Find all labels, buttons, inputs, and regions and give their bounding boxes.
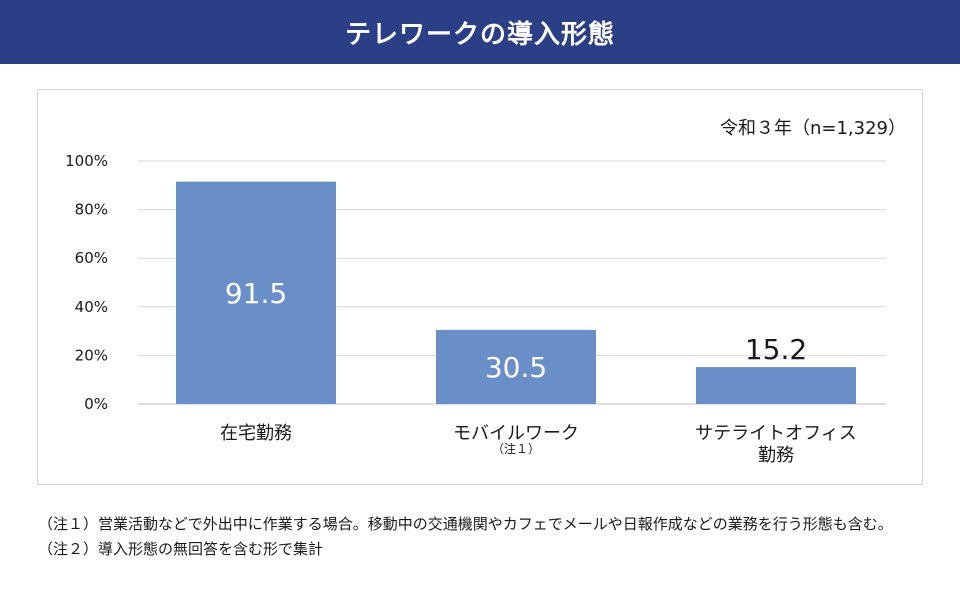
y-tick-label: 100%	[65, 152, 108, 170]
x-tick-label: 勤務	[758, 445, 794, 466]
x-tick-label: サテライトオフィス	[695, 423, 857, 444]
y-tick-label: 80%	[75, 201, 108, 219]
footnote-text: 営業活動などで外出中に作業する場合。移動中の交通機関やカフェでメールや日報作成な…	[98, 515, 893, 533]
footnote-text: 導入形態の無回答を含む形で集計	[98, 540, 324, 558]
y-tick-label: 0%	[84, 395, 108, 413]
footnote-tag: （注２）	[38, 540, 99, 558]
chart-panel: 0% 20% 40% 60% 80% 100% 91.5 在宅勤務 30.5 モバイルワーク （注１…	[37, 89, 923, 485]
footnote-1: （注１） 営業活動などで外出中に作業する場合。移動中の交通機関やカフェでメールや…	[38, 512, 938, 537]
data-label: 15.2	[745, 333, 807, 366]
x-tick-label: モバイルワーク	[453, 423, 579, 444]
data-label: 30.5	[485, 351, 547, 384]
data-label: 91.5	[225, 277, 287, 310]
bar	[696, 367, 856, 404]
chart-subtitle: 令和３年（n=1,329）	[720, 118, 906, 139]
x-tick-label: （注１）	[492, 441, 540, 456]
chart-title-banner: テレワークの導入形態	[0, 0, 960, 64]
bar	[176, 181, 336, 404]
footnotes: （注１） 営業活動などで外出中に作業する場合。移動中の交通機関やカフェでメールや…	[38, 512, 938, 562]
bar-chart: 0% 20% 40% 60% 80% 100% 91.5 在宅勤務 30.5 モバイルワーク（注１…	[65, 118, 906, 466]
footnote-tag: （注１）	[38, 515, 99, 533]
page-title: テレワークの導入形態	[344, 19, 615, 50]
bar	[436, 329, 596, 404]
y-tick-label: 40%	[75, 298, 108, 316]
x-tick-label: 在宅勤務	[220, 423, 292, 444]
y-tick-label: 20%	[75, 346, 108, 364]
y-tick-label: 60%	[75, 249, 108, 267]
footnote-2: （注２） 導入形態の無回答を含む形で集計	[38, 537, 938, 562]
